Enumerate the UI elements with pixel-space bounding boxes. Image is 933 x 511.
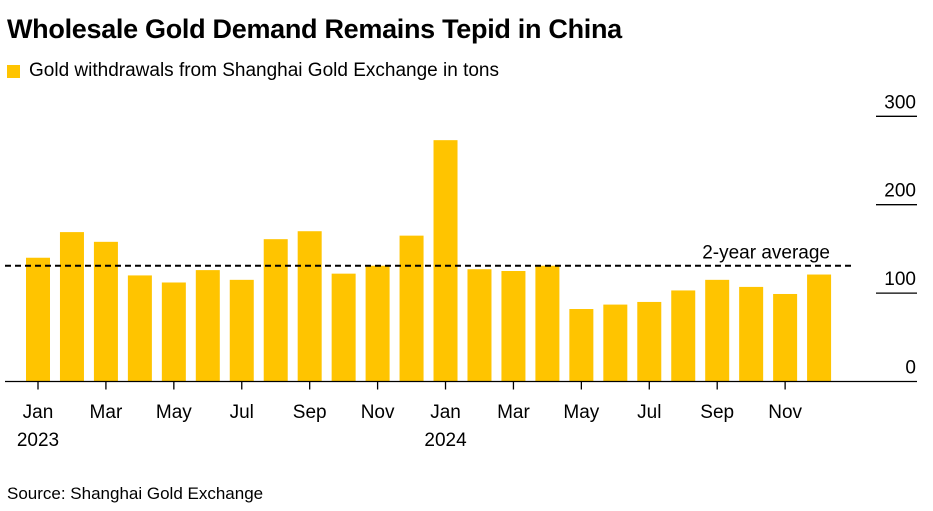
bar — [399, 235, 424, 382]
bar — [161, 282, 186, 382]
bar — [637, 301, 662, 382]
x-tick-label: Jan — [430, 402, 461, 423]
x-tick-label: Jul — [230, 402, 254, 423]
x-tick-label: Jan — [23, 402, 54, 423]
bar — [773, 293, 798, 382]
bar — [739, 286, 764, 382]
x-tick-label: Jul — [637, 402, 661, 423]
bar — [127, 275, 152, 382]
legend-label: Gold withdrawals from Shanghai Gold Exch… — [29, 60, 499, 81]
x-tick-label: Mar — [497, 402, 530, 423]
bar — [467, 269, 492, 382]
x-tick-label: Sep — [700, 402, 734, 423]
bar — [365, 265, 390, 382]
bar — [331, 273, 356, 382]
x-tick-label: Sep — [293, 402, 327, 423]
source-note: Source: Shanghai Gold Exchange — [7, 484, 264, 503]
y-tick-label: 0 — [905, 358, 916, 379]
bar — [807, 274, 832, 382]
y-tick-label: 300 — [884, 92, 916, 113]
bar — [26, 257, 50, 382]
legend: Gold withdrawals from Shanghai Gold Exch… — [7, 60, 499, 82]
bar — [501, 271, 526, 382]
bar — [569, 309, 594, 382]
x-year-label: 2023 — [17, 430, 59, 451]
bar — [705, 279, 730, 382]
y-tick-label: 200 — [884, 181, 916, 202]
bar — [297, 231, 322, 382]
bar — [603, 304, 628, 382]
bar — [195, 270, 220, 382]
bar — [263, 239, 288, 382]
legend-swatch — [7, 64, 20, 78]
bar — [59, 232, 84, 382]
bar — [671, 290, 696, 382]
average-label: 2-year average — [702, 243, 830, 264]
x-tick-label: Nov — [768, 402, 802, 423]
x-tick-label: May — [563, 402, 599, 423]
bar — [433, 140, 458, 382]
bar — [535, 265, 560, 382]
x-tick-label: Nov — [361, 402, 395, 423]
y-tick-label: 100 — [884, 269, 916, 290]
bar — [229, 279, 254, 382]
x-tick-label: May — [156, 402, 192, 423]
x-year-label: 2024 — [424, 430, 467, 451]
x-tick-label: Mar — [90, 402, 123, 423]
bar — [93, 241, 118, 382]
chart-title: Wholesale Gold Demand Remains Tepid in C… — [7, 14, 622, 44]
